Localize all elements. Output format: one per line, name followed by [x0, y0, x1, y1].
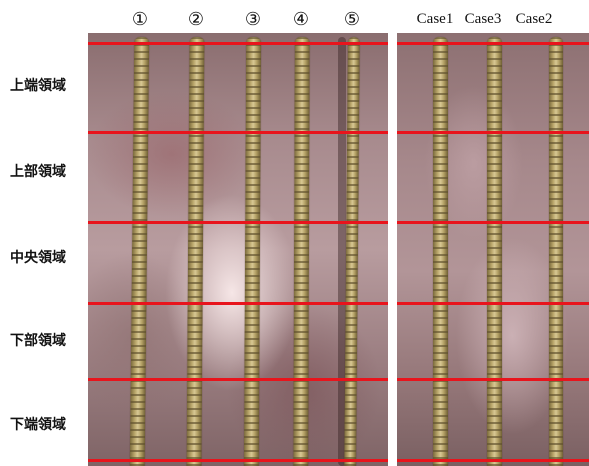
- column-label-specimen-5: ⑤: [343, 9, 361, 29]
- column-label-specimen-2: ②: [187, 9, 205, 29]
- region-boundary-line: [88, 378, 388, 381]
- column-label-case-1: Case1: [416, 11, 454, 27]
- column-label-case-3: Case3: [464, 11, 502, 27]
- row-label-lower-region: 下部領域: [10, 333, 66, 349]
- rebar-specimen-1: [129, 36, 150, 466]
- column-label-specimen-4: ④: [292, 9, 310, 29]
- row-label-top-end-region: 上端領域: [10, 78, 66, 94]
- column-label-specimen-3: ③: [244, 9, 262, 29]
- rebar-specimen-5: [344, 36, 360, 466]
- specimen-photo-left: [88, 33, 388, 466]
- rebar-case-1: [433, 37, 448, 466]
- region-boundary-line: [397, 42, 589, 45]
- region-boundary-line: [397, 302, 589, 305]
- row-label-center-region: 中央領域: [10, 250, 66, 266]
- rebar-case-3: [487, 37, 502, 466]
- rebar-specimen-3: [243, 36, 262, 466]
- row-label-bottom-end-region: 下端領域: [10, 417, 66, 433]
- region-boundary-line: [88, 131, 388, 134]
- region-boundary-line: [397, 459, 589, 462]
- rebar-specimen-4: [293, 36, 310, 466]
- region-boundary-line: [88, 42, 388, 45]
- rebar-shadow-specimen-5: [338, 37, 346, 466]
- region-boundary-line: [88, 221, 388, 224]
- region-boundary-line: [88, 459, 388, 462]
- region-boundary-line: [88, 302, 388, 305]
- region-boundary-line: [397, 378, 589, 381]
- case-photo-right: [397, 33, 589, 466]
- region-boundary-line: [397, 131, 589, 134]
- column-label-case-2: Case2: [515, 11, 553, 27]
- region-boundary-line: [397, 221, 589, 224]
- column-label-specimen-1: ①: [131, 9, 149, 29]
- row-label-upper-region: 上部領域: [10, 164, 66, 180]
- rebar-specimen-2: [186, 36, 205, 466]
- rebar-case-2: [549, 37, 563, 466]
